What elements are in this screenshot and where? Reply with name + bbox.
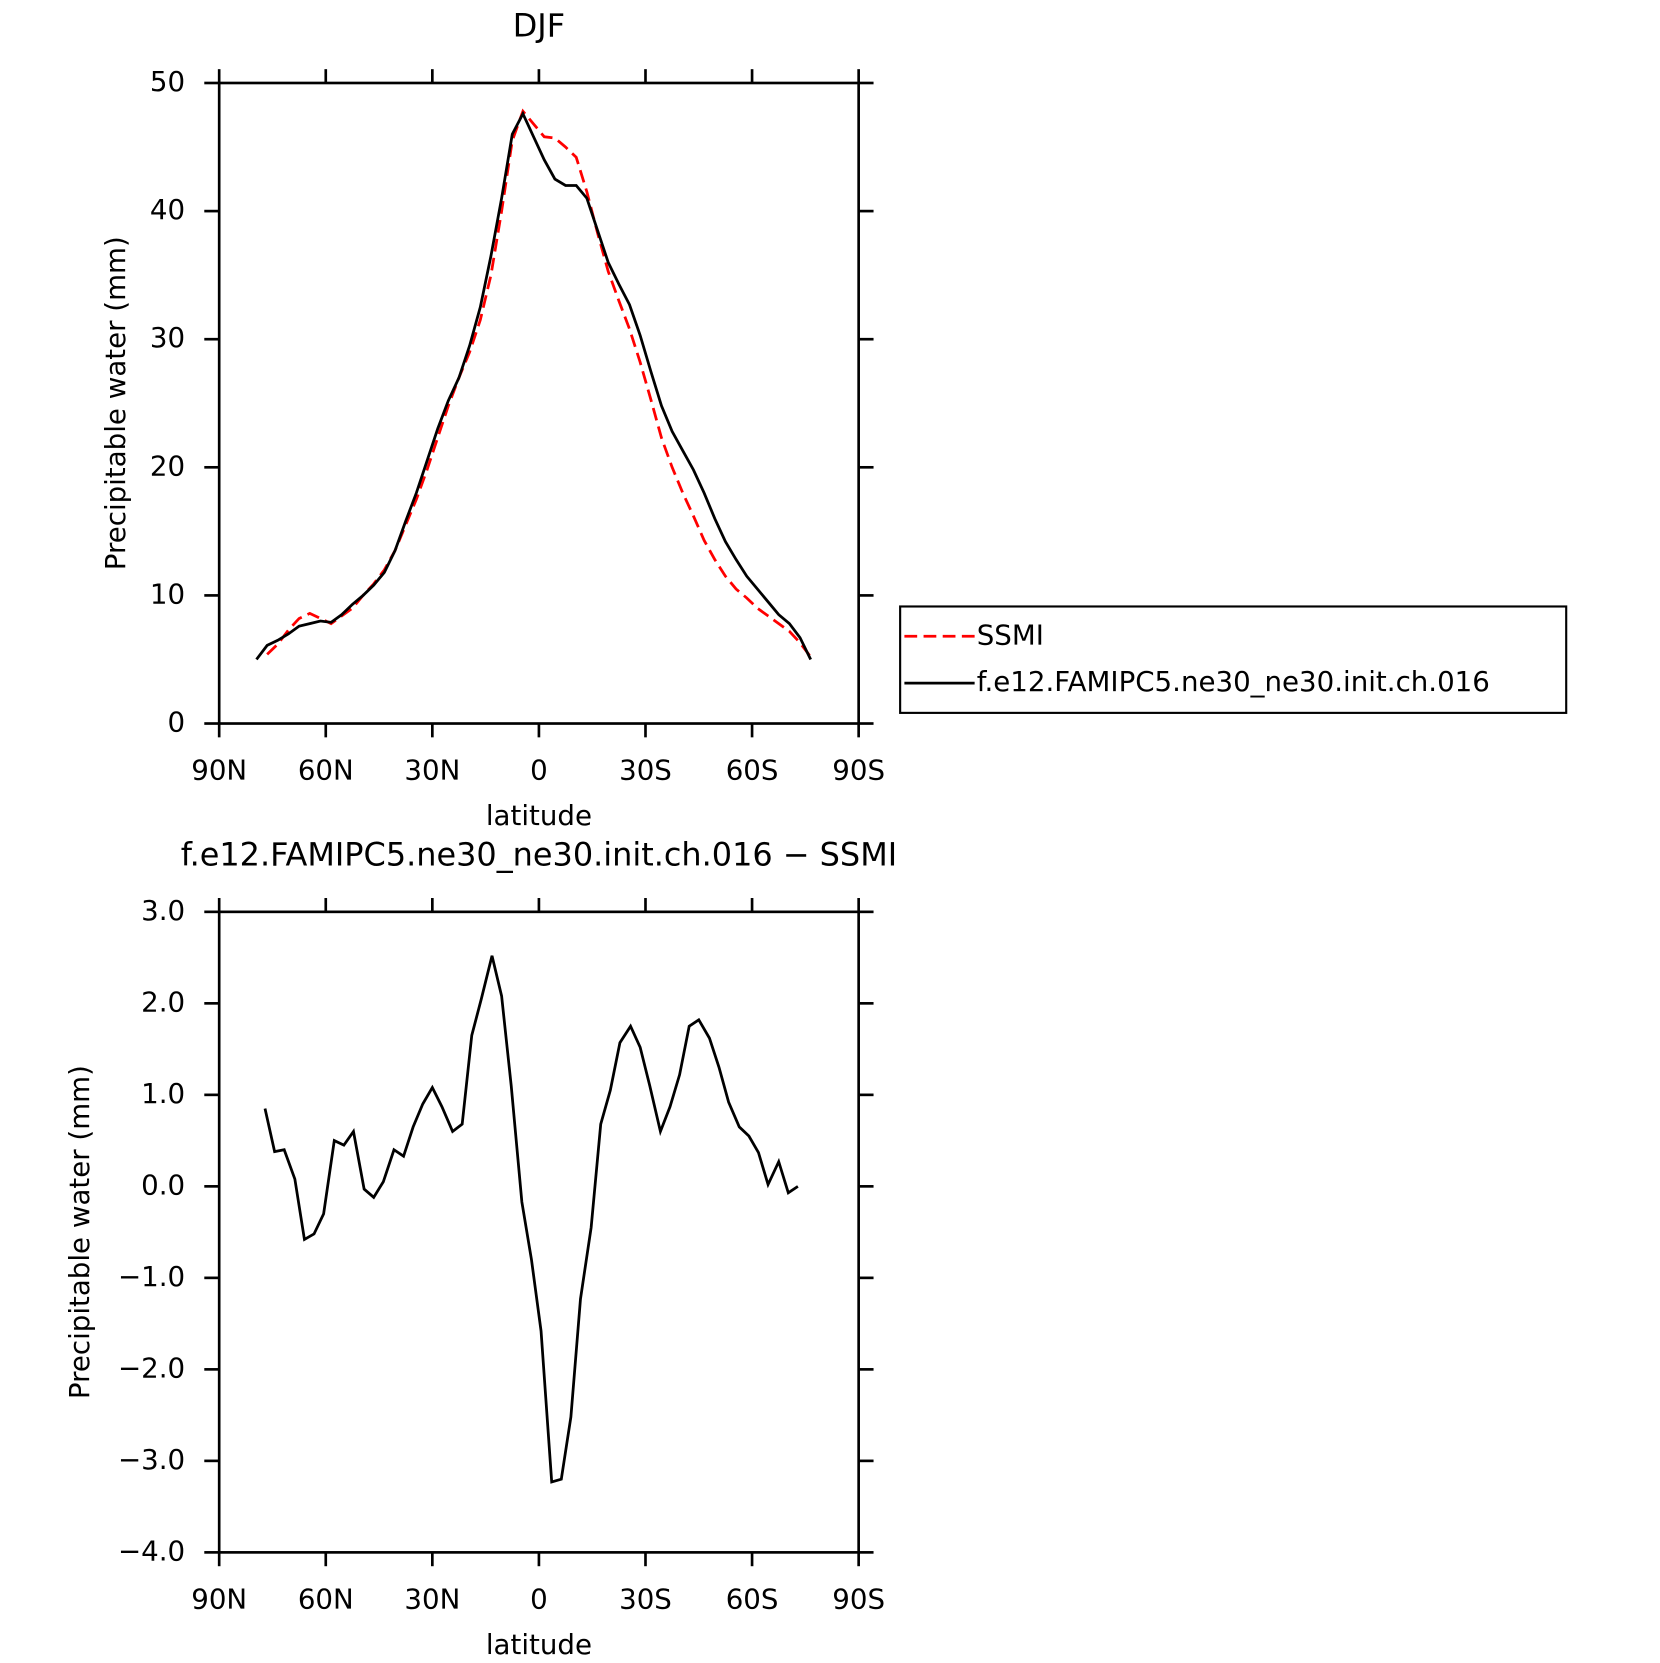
y-tick-label: −4.0 bbox=[118, 1534, 185, 1567]
y-tick-label: 30 bbox=[150, 321, 185, 354]
x-tick-label: 60N bbox=[298, 1582, 354, 1615]
x-tick-label: 0 bbox=[530, 1582, 548, 1615]
legend-box bbox=[899, 605, 1568, 714]
y-tick-label: 0.0 bbox=[141, 1168, 185, 1201]
x-tick-label: 90S bbox=[832, 1582, 885, 1615]
legend-label: SSMI bbox=[977, 618, 1044, 651]
y-tick-label: 50 bbox=[150, 65, 185, 98]
x-tick-label: 90N bbox=[191, 1582, 247, 1615]
x-axis-label: latitude bbox=[486, 799, 592, 832]
x-tick-label: 90N bbox=[191, 753, 247, 786]
y-axis-label: Precipitable water (mm) bbox=[63, 1065, 96, 1399]
x-tick-label: 30S bbox=[619, 1582, 672, 1615]
plot-frame bbox=[217, 81, 860, 725]
plot-group: DJF 90N 60N 30N 0 30S 60S 90S 0 10 20 30 40 50 latitud… bbox=[63, 7, 1568, 1661]
y-axis-label: Precipitable water (mm) bbox=[99, 236, 132, 570]
y-tick-label: −2.0 bbox=[118, 1351, 185, 1384]
y-tick-label: −3.0 bbox=[118, 1443, 185, 1476]
chart-title: f.e12.FAMIPC5.ne30_ne30.init.ch.016 − SS… bbox=[181, 836, 897, 874]
x-tick-label: 30S bbox=[619, 753, 672, 786]
y-tick-label: 10 bbox=[150, 577, 185, 610]
x-axis-label: latitude bbox=[486, 1628, 592, 1661]
x-tick-label: 60N bbox=[298, 753, 354, 786]
y-tick-label: 0 bbox=[168, 706, 186, 739]
x-tick-label: 60S bbox=[726, 753, 779, 786]
data-line bbox=[263, 955, 799, 1484]
data-line bbox=[255, 110, 812, 661]
legend-label: f.e12.FAMIPC5.ne30_ne30.init.ch.016 bbox=[977, 665, 1490, 698]
x-tick-label: 0 bbox=[530, 753, 548, 786]
y-tick-label: 2.0 bbox=[141, 985, 185, 1018]
chart-title: DJF bbox=[513, 7, 565, 45]
x-tick-label: 90S bbox=[832, 753, 885, 786]
x-tick-label: 30N bbox=[404, 1582, 460, 1615]
y-tick-label: −1.0 bbox=[118, 1260, 185, 1293]
x-tick-label: 30N bbox=[404, 753, 460, 786]
y-tick-label: 3.0 bbox=[141, 894, 185, 927]
y-tick-label: 40 bbox=[150, 193, 185, 226]
y-tick-label: 1.0 bbox=[141, 1077, 185, 1110]
y-tick-label: 20 bbox=[150, 449, 185, 482]
x-tick-label: 60S bbox=[726, 1582, 779, 1615]
data-line bbox=[266, 108, 812, 658]
